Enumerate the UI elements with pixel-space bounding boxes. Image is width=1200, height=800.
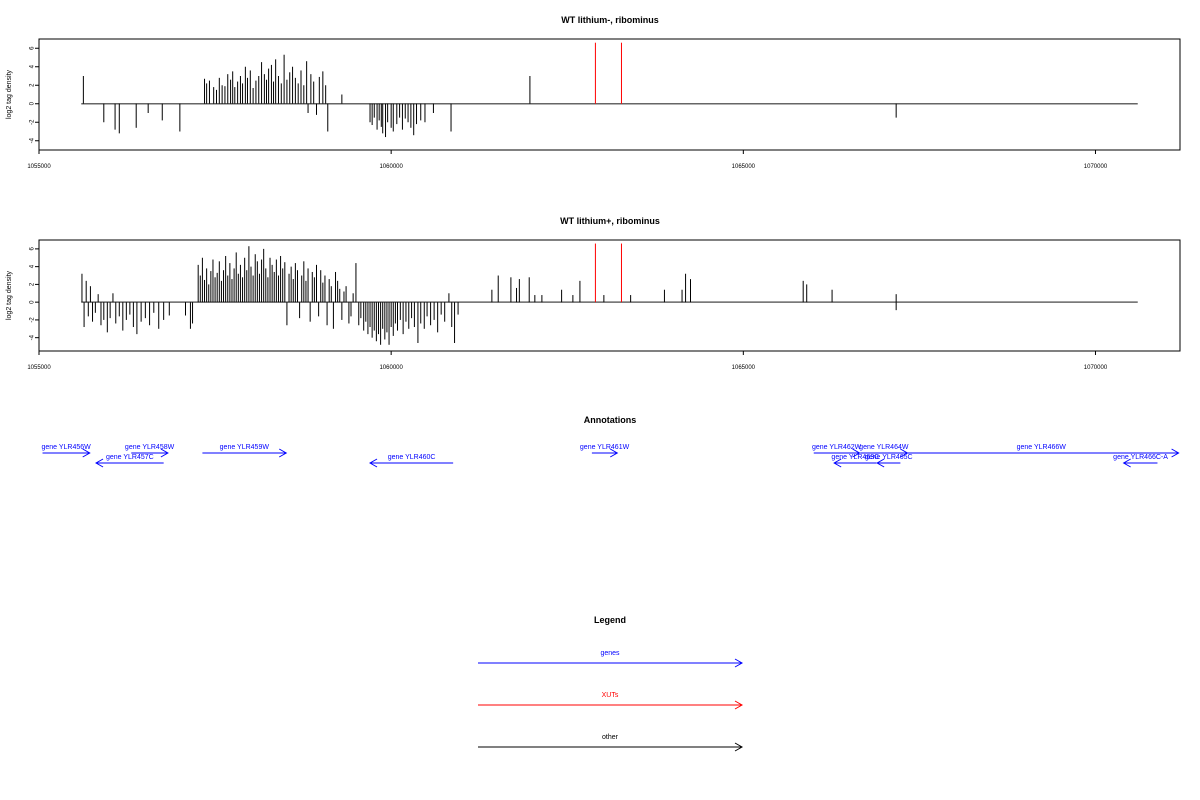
annotations-title: Annotations	[584, 415, 637, 425]
legend-label-xuts: XUTs	[602, 692, 619, 699]
x-tick-label: 1060000	[379, 164, 403, 170]
x-tick-label: 1055000	[27, 365, 51, 371]
y-tick-label: 2	[30, 282, 36, 286]
gene-ylr465c: gene YLR465C	[865, 454, 913, 468]
y-tick-label: 0	[30, 101, 36, 105]
x-tick-label: 1070000	[1084, 365, 1108, 371]
gene-label: gene YLR458W	[125, 444, 175, 451]
x-tick-label: 1065000	[732, 365, 756, 371]
gene-arrowhead	[160, 448, 169, 458]
y-tick-label: 6	[30, 247, 36, 251]
gene-arrowhead	[1122, 458, 1131, 468]
gene-arrowhead	[95, 458, 104, 468]
y-tick-label: 4	[30, 264, 36, 268]
gene-arrowhead	[609, 448, 619, 458]
y-tick-label: 4	[30, 64, 36, 68]
y-tick-label: -4	[30, 334, 36, 340]
gene-label: gene YLR459W	[220, 444, 270, 451]
gene-annotations: gene YLR456W gene YLR457C gene YLR458W gene…	[41, 444, 1180, 468]
gene-label: gene YLR465C	[865, 454, 913, 461]
gene-ylr459w: gene YLR459W	[202, 444, 288, 458]
panel-lithium-plus: WT lithium+, ribominus -4 -2 0 2 4 6 log2 tag d…	[6, 216, 1181, 371]
gene-arrowhead	[833, 458, 842, 468]
gene-label: gene YLR466C-A	[1113, 454, 1168, 461]
x-tick-label: 1070000	[1084, 164, 1108, 170]
y-tick-label: 2	[30, 83, 36, 87]
gene-arrowhead	[1171, 448, 1180, 458]
x-tick-label: 1055000	[27, 164, 51, 170]
legend-item-xuts: XUTs	[478, 692, 744, 710]
gene-label: gene YLR466W	[1017, 444, 1067, 451]
plot-frame	[38, 239, 1181, 352]
x-tick-label: 1065000	[732, 164, 756, 170]
gene-arrowhead	[278, 448, 288, 458]
y-tick-label: 6	[30, 46, 36, 50]
gene-arrowhead	[876, 458, 885, 468]
gene-label: gene YLR461W	[580, 444, 630, 451]
legend-label-other: other	[602, 734, 619, 741]
gene-label: gene YLR462W	[812, 444, 862, 451]
gene-ylr458w: gene YLR458W	[125, 444, 175, 458]
panel-lithium-minus: WT lithium-, ribominus -4 -2 0 2 4 6 log2 tag d…	[6, 15, 1181, 170]
gene-ylr457c: gene YLR457C	[95, 454, 164, 468]
gene-label: gene YLR457C	[106, 454, 154, 461]
gene-ylr456w: gene YLR456W	[41, 444, 91, 458]
y-tick-label: -4	[30, 137, 36, 143]
y-axis-label: log2 tag density	[6, 69, 13, 119]
legend-title: Legend	[594, 615, 626, 625]
plot-frame	[38, 38, 1181, 151]
legend-label-genes: genes	[600, 650, 620, 657]
legend-arrowhead-other	[734, 742, 744, 752]
gene-label: gene YLR464W	[859, 444, 909, 451]
gene-ylr462w: gene YLR462W	[812, 444, 862, 458]
gene-arrowhead	[82, 448, 91, 458]
gene-ylr466c-a: gene YLR466C-A	[1113, 454, 1168, 468]
gene-ylr466w: gene YLR466W	[903, 444, 1180, 458]
y-tick-label: -2	[30, 119, 36, 125]
x-tick-label: 1060000	[379, 365, 403, 371]
gene-label: gene YLR456W	[41, 444, 91, 451]
legend-item-genes: genes	[478, 650, 744, 668]
legend-arrowhead-xuts	[734, 700, 744, 710]
gene-ylr461w: gene YLR461W	[580, 444, 630, 458]
legend-item-other: other	[478, 734, 744, 752]
gene-arrowhead	[852, 448, 861, 458]
legend: Legend genes XUTs other	[478, 615, 744, 752]
gene-ylr463c: gene YLR463C	[831, 454, 879, 468]
gene-ylr460c: gene YLR460C	[369, 454, 454, 468]
chart-title: WT lithium+, ribominus	[560, 216, 660, 226]
chart-title: WT lithium-, ribominus	[561, 15, 659, 25]
y-tick-label: -2	[30, 317, 36, 323]
y-axis-label: log2 tag density	[6, 270, 13, 320]
gene-label: gene YLR460C	[388, 454, 436, 461]
y-tick-label: 0	[30, 300, 36, 304]
gene-label: gene YLR463C	[831, 454, 879, 461]
legend-arrowhead-genes	[734, 658, 744, 668]
gene-arrowhead	[369, 458, 378, 468]
